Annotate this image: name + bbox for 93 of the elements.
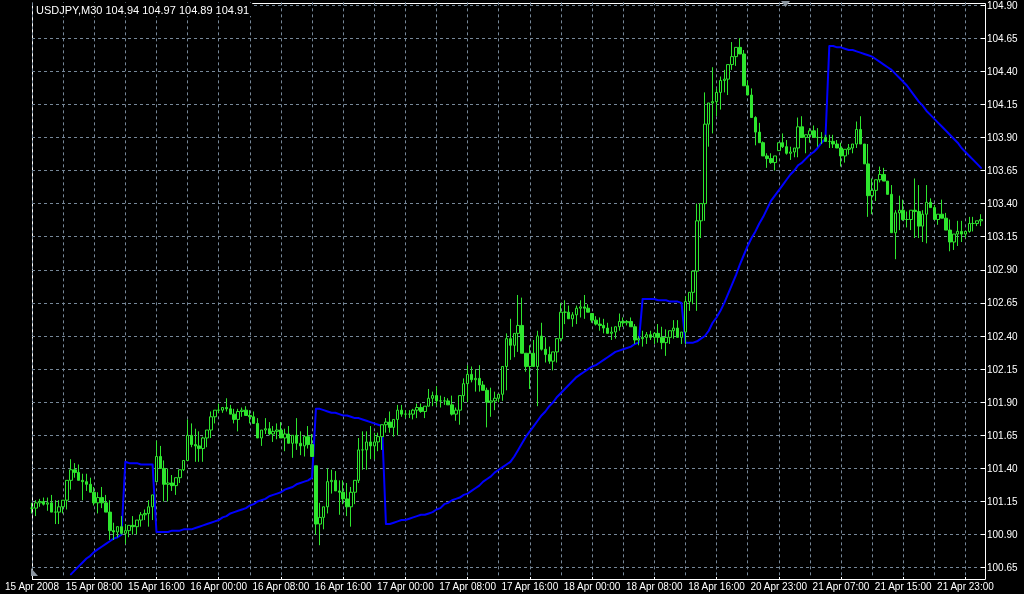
y-tick-label: 101.40 [987, 462, 1019, 474]
x-tick-label: 16 Apr 00:00 [190, 580, 248, 592]
y-tick-label: 103.40 [987, 198, 1019, 210]
candlestick [695, 203, 699, 312]
candlestick [435, 385, 438, 407]
candlestick [796, 117, 800, 158]
y-tick-label: 103.65 [987, 165, 1019, 177]
x-tick-label: 21 Apr 23:00 [937, 580, 995, 592]
candlestick [197, 430, 201, 463]
candlestick [131, 515, 135, 536]
candlestick [411, 408, 415, 420]
candlestick [625, 319, 629, 326]
y-tick-label: 102.40 [987, 330, 1019, 342]
x-tick-label: 21 Apr 15:00 [874, 580, 933, 592]
candlestick [610, 326, 613, 341]
candlestick [913, 177, 917, 239]
y-tick-label: 104.65 [987, 32, 1019, 44]
candlestick [54, 499, 57, 525]
x-tick-label: 18 Apr 08:00 [625, 580, 684, 592]
candlestick [100, 486, 104, 509]
candlestick [365, 430, 368, 471]
candlestick [602, 318, 605, 334]
candlestick [968, 216, 971, 234]
x-tick-label: 15 Apr 08:00 [65, 580, 124, 592]
candlestick [271, 425, 275, 443]
x-tick-label: 17 Apr 00:00 [377, 580, 435, 592]
chart-title: USDJPY,M30 104.94 104.97 104.89 104.91 [36, 3, 250, 16]
candlestick [474, 368, 477, 393]
candlestick [925, 184, 928, 244]
y-tick-label: 100.90 [987, 529, 1019, 541]
candlestick [866, 143, 870, 218]
candlestick [466, 364, 469, 403]
x-tick-label: 20 Apr 23:00 [750, 580, 808, 592]
candlestick [57, 499, 61, 525]
candlestick [839, 142, 843, 168]
candlestick [824, 134, 827, 142]
candlestick [50, 494, 53, 513]
x-tick-label: 17 Apr 16:00 [501, 580, 559, 592]
candlestick [956, 220, 959, 247]
y-tick-label: 101.65 [987, 429, 1019, 441]
candlestick [598, 316, 602, 332]
candlestick [971, 216, 975, 232]
y-tick-label: 103.90 [987, 131, 1019, 143]
y-tick-label: 102.65 [987, 297, 1019, 309]
y-tick-label: 101.15 [987, 496, 1019, 508]
y-tick-label: 102.15 [987, 363, 1019, 375]
candlestick [831, 134, 835, 149]
candlestick [684, 295, 687, 345]
x-tick-label: 21 Apr 07:00 [812, 580, 870, 592]
y-tick-label: 103.15 [987, 231, 1019, 243]
candlestick [621, 316, 625, 328]
candlestick [516, 294, 520, 353]
candlestick [590, 313, 594, 324]
x-tick-label: 16 Apr 16:00 [314, 580, 372, 592]
y-tick-label: 102.90 [987, 264, 1019, 276]
y-tick-label: 104.90 [987, 0, 1019, 11]
candlestick [419, 403, 423, 414]
candlestick [34, 499, 38, 517]
candlestick [960, 220, 963, 243]
y-tick-label: 100.65 [987, 562, 1019, 574]
candlestick [641, 330, 644, 348]
line-series [69, 45, 982, 576]
candlestick [649, 330, 652, 341]
candlestick [388, 410, 392, 434]
candlestick [645, 331, 648, 345]
y-tick-label: 101.90 [987, 396, 1019, 408]
candlestick [361, 430, 364, 471]
candlestick [773, 155, 777, 172]
candlestick [664, 328, 668, 357]
candlestick [816, 127, 819, 148]
candlestick [478, 364, 481, 393]
candlestick [96, 491, 100, 514]
x-tick-label: 17 Apr 08:00 [439, 580, 497, 592]
x-tick-label: 16 Apr 08:00 [252, 580, 310, 592]
candlestick [275, 422, 279, 440]
x-tick-label: 18 Apr 16:00 [688, 580, 746, 592]
candlestick [396, 404, 399, 436]
candlestick [248, 409, 252, 424]
x-tick-label: 18 Apr 00:00 [563, 580, 621, 592]
candlestick [583, 294, 586, 320]
candlestick [225, 397, 228, 412]
candlestick [415, 403, 419, 419]
y-tick-label: 104.15 [987, 98, 1019, 110]
candlestick [236, 408, 240, 432]
candlestick [108, 499, 112, 541]
x-tick-label: 15 Apr 2008 [5, 580, 60, 592]
candlestick [979, 213, 983, 227]
candlestick [46, 497, 49, 512]
candlestick [528, 344, 532, 390]
candlestick [155, 440, 158, 483]
y-tick-label: 104.40 [987, 65, 1019, 77]
x-tick-label: 15 Apr 16:00 [128, 580, 186, 592]
candlestick [672, 319, 675, 340]
